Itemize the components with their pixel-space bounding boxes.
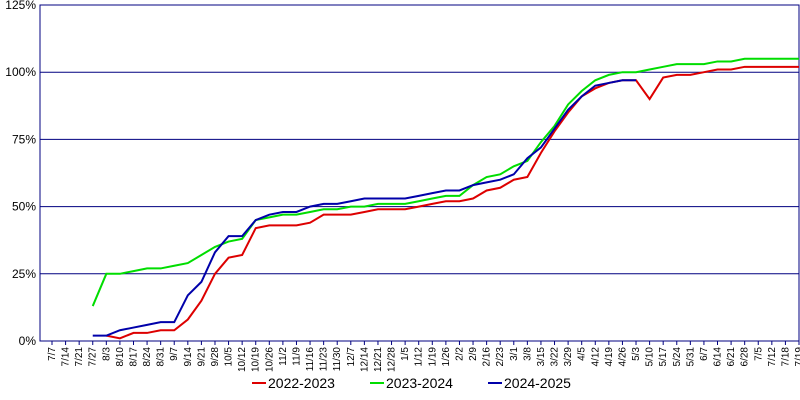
x-tick-label: 2/23 — [495, 347, 506, 367]
x-tick-label: 2/2 — [454, 347, 465, 361]
y-tick-label: 0% — [19, 334, 37, 348]
x-tick-label: 6/7 — [699, 347, 710, 361]
x-tick-label: 4/26 — [617, 347, 628, 367]
series-line — [92, 79, 637, 337]
y-tick-label: 125% — [5, 0, 36, 12]
x-tick-label: 11/30 — [332, 347, 343, 372]
x-tick-label: 11/23 — [319, 347, 330, 372]
plot-border — [39, 4, 800, 342]
x-tick-label: 3/15 — [536, 347, 547, 367]
x-tick-label: 7/21 — [74, 347, 85, 367]
x-tick-label: 8/17 — [128, 347, 139, 367]
x-tick-label: 3/22 — [550, 347, 561, 367]
x-tick-label: 7/7 — [47, 347, 58, 361]
x-tick-label: 10/19 — [251, 347, 262, 372]
x-tick-label: 10/26 — [264, 347, 275, 372]
x-tick-label: 6/21 — [726, 347, 737, 367]
y-tick-label: 100% — [5, 65, 36, 79]
x-tick-label: 1/12 — [414, 347, 425, 367]
x-tick-label: 1/5 — [400, 347, 411, 361]
x-tick-label: 6/14 — [713, 347, 724, 367]
x-tick-label: 12/7 — [346, 347, 357, 367]
series-line — [106, 65, 799, 340]
legend-label: 2023-2024 — [386, 375, 453, 391]
x-tick-label: 8/3 — [101, 347, 112, 361]
x-tick-label: 2/9 — [468, 347, 479, 361]
x-tick-label: 3/29 — [563, 347, 574, 367]
x-tick-label: 8/31 — [156, 347, 167, 367]
x-tick-label: 1/26 — [441, 347, 452, 367]
x-tick-label: 11/2 — [278, 347, 289, 366]
x-tick-label: 5/31 — [685, 347, 696, 367]
x-tick-label: 5/17 — [658, 347, 669, 367]
x-tick-label: 9/7 — [169, 347, 180, 361]
series-line — [91, 57, 799, 307]
x-tick-label: 5/24 — [672, 347, 683, 367]
x-tick-label: 4/12 — [590, 347, 601, 367]
y-tick-label: 25% — [12, 267, 36, 281]
x-tick-label: 7/27 — [88, 347, 99, 367]
x-tick-label: 9/28 — [210, 347, 221, 367]
x-tick-label: 7/12 — [767, 347, 778, 367]
x-tick-label: 7/19 — [794, 347, 800, 367]
x-tick-label: 11/16 — [305, 347, 316, 372]
x-tick-label: 8/10 — [115, 347, 126, 367]
x-tick-label: 6/28 — [740, 347, 751, 367]
legend-label: 2022-2023 — [268, 375, 335, 391]
x-tick-label: 7/5 — [753, 347, 764, 361]
x-tick-label: 12/21 — [373, 347, 384, 372]
x-tick-label: 11/9 — [291, 347, 302, 366]
x-tick-label: 12/28 — [387, 347, 398, 372]
legend-label: 2024-2025 — [504, 375, 571, 391]
x-tick-label: 5/10 — [645, 347, 656, 367]
x-tick-label: 9/14 — [183, 347, 194, 367]
y-tick-label: 75% — [12, 132, 36, 146]
x-tick-label: 10/12 — [237, 347, 248, 372]
x-tick-label: 7/14 — [61, 347, 72, 367]
x-tick-label: 1/19 — [427, 347, 438, 367]
x-tick-label: 4/19 — [604, 347, 615, 367]
x-tick-label: 4/5 — [577, 347, 588, 361]
x-tick-label: 5/3 — [631, 347, 642, 361]
x-tick-label: 12/14 — [359, 347, 370, 372]
x-tick-label: 8/24 — [142, 347, 153, 367]
y-tick-label: 50% — [12, 200, 36, 214]
x-tick-label: 9/21 — [196, 347, 207, 367]
x-tick-label: 2/16 — [482, 347, 493, 367]
x-tick-label: 10/5 — [224, 347, 235, 367]
x-tick-label: 7/18 — [780, 347, 791, 367]
x-tick-label: 3/8 — [522, 347, 533, 361]
x-tick-label: 3/1 — [509, 347, 520, 361]
